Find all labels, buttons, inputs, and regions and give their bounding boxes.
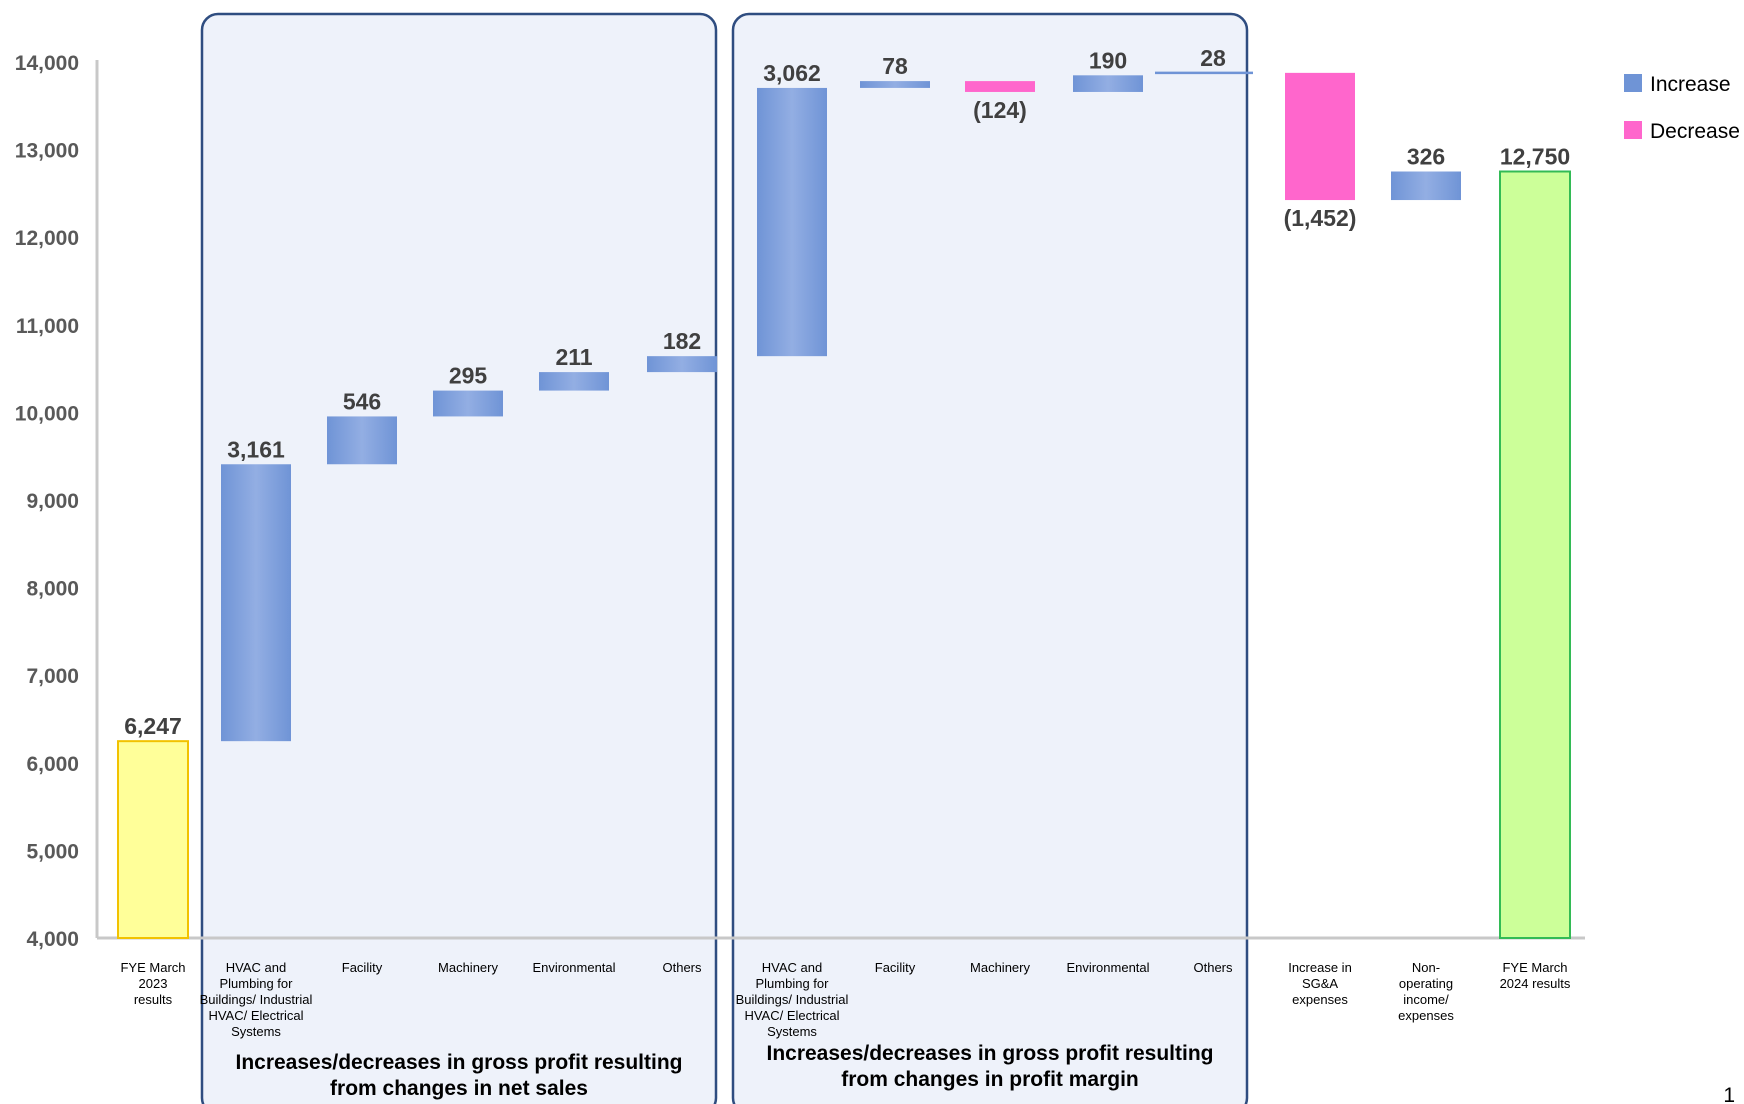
- data-label-6: 182: [663, 328, 701, 354]
- data-label-10: 190: [1089, 47, 1127, 73]
- y-tick-label: 9,000: [26, 490, 79, 513]
- category-label-3: Facility: [342, 960, 383, 975]
- bar-5: [539, 372, 609, 391]
- legend-label-decrease: Decrease: [1650, 120, 1740, 143]
- bar-3: [327, 416, 397, 465]
- data-label-2: 3,161: [227, 436, 285, 462]
- y-tick-label: 11,000: [16, 315, 79, 338]
- category-label-6: Others: [662, 960, 702, 975]
- bar-10: [1073, 75, 1143, 92]
- category-label-12: Increase in SG&A expenses: [1288, 960, 1352, 1007]
- data-label-14: 12,750: [1500, 144, 1570, 170]
- category-label-10: Environmental: [1066, 960, 1149, 975]
- data-label-5: 211: [555, 344, 592, 370]
- y-tick-label: 12,000: [15, 227, 79, 250]
- data-label-7: 3,062: [763, 60, 821, 86]
- group-caption-1: Increases/decreases in gross profit resu…: [235, 1051, 682, 1100]
- bar-12: [1285, 72, 1355, 201]
- category-label-7: HVAC and Plumbing for Buildings/ Industria…: [736, 960, 849, 1039]
- data-label-8: 78: [882, 53, 908, 79]
- bar-4: [433, 390, 503, 417]
- category-label-4: Machinery: [438, 960, 498, 975]
- y-tick-label: 6,000: [26, 753, 79, 776]
- bar-8: [860, 81, 930, 88]
- data-label-3: 546: [343, 388, 381, 414]
- y-tick-label: 5,000: [26, 840, 79, 863]
- legend-label-increase: Increase: [1650, 73, 1731, 96]
- category-label-9: Machinery: [970, 960, 1030, 975]
- bar-7: [757, 87, 827, 357]
- y-tick-label: 14,000: [15, 52, 79, 75]
- category-label-1: FYE March 2023 results: [120, 960, 185, 1007]
- bar-9: [965, 81, 1035, 92]
- y-tick-label: 7,000: [26, 665, 79, 688]
- category-label-8: Facility: [875, 960, 916, 975]
- y-tick-label: 13,000: [15, 140, 79, 163]
- group-caption-2: Increases/decreases in gross profit resu…: [766, 1042, 1213, 1091]
- bar-2: [221, 464, 291, 742]
- y-tick-label: 4,000: [26, 928, 79, 951]
- category-label-14: FYE March 2024 results: [1500, 960, 1571, 991]
- category-label-5: Environmental: [532, 960, 615, 975]
- legend-swatch-decrease: [1624, 121, 1642, 139]
- group-panel-1: [200, 12, 718, 1104]
- bar-13: [1391, 171, 1461, 201]
- bar-1: [117, 740, 189, 939]
- bar-6: [647, 356, 717, 373]
- category-label-13: Non-operating income/expenses: [1398, 960, 1454, 1023]
- category-label-2: HVAC and Plumbing for Buildings/ Industria…: [200, 960, 313, 1039]
- bar-14: [1499, 170, 1571, 939]
- data-label-1: 6,247: [124, 713, 182, 739]
- group-panel-2: [731, 12, 1249, 1104]
- category-label-11: Others: [1193, 960, 1233, 975]
- legend-swatch-increase: [1624, 74, 1642, 92]
- y-tick-label: 8,000: [26, 578, 79, 601]
- data-label-13: 326: [1407, 144, 1445, 170]
- data-label-4: 295: [449, 363, 488, 389]
- page-number: 1: [1723, 1084, 1735, 1104]
- data-label-11: 28: [1200, 45, 1226, 71]
- y-tick-label: 10,000: [15, 402, 79, 425]
- data-label-12: (1,452): [1284, 205, 1357, 231]
- data-label-9: (124): [973, 97, 1027, 123]
